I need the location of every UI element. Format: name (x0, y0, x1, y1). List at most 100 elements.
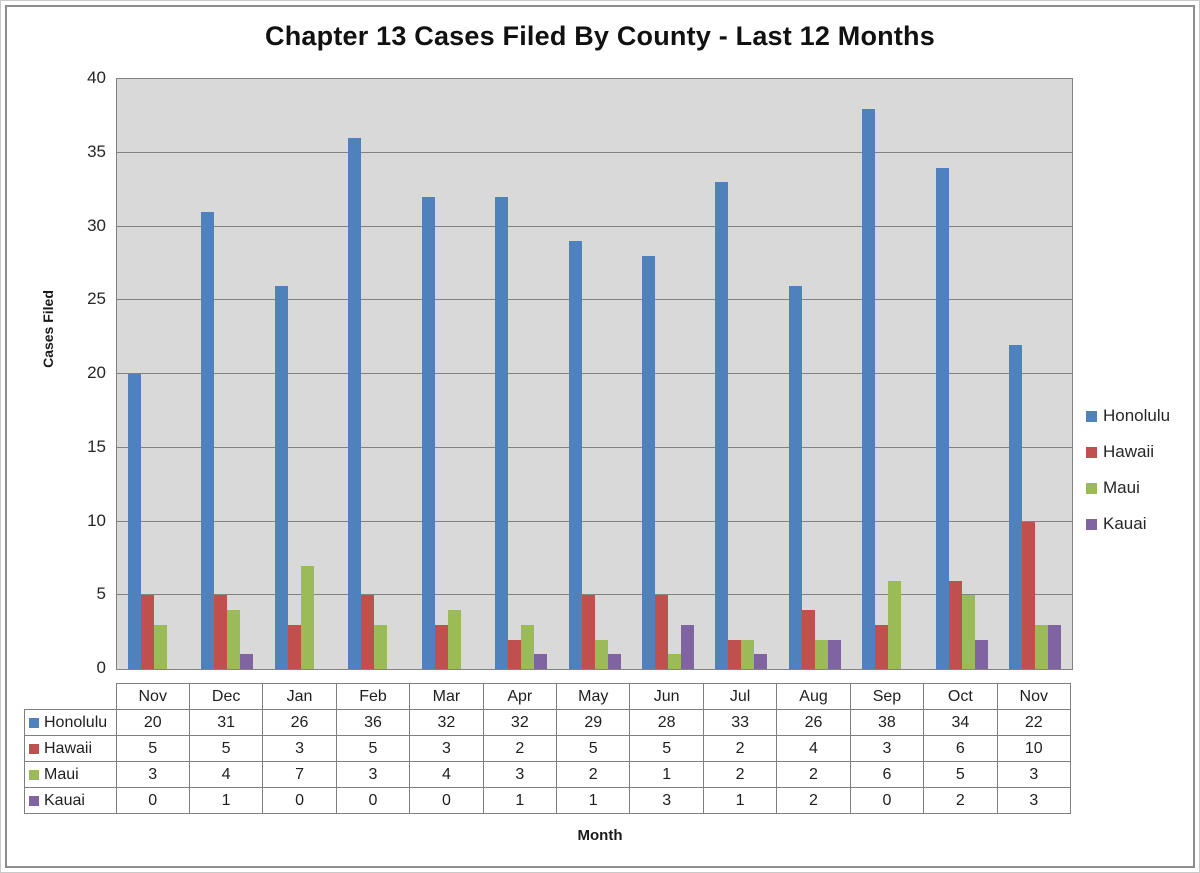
gridline (117, 299, 1072, 301)
bar-hawaii-0 (140, 595, 154, 669)
y-axis-tick-label: 35 (87, 141, 106, 161)
bar-cluster-jan-2 (264, 79, 337, 669)
bar-maui-11 (961, 595, 975, 669)
bar-cluster-jun-7 (631, 79, 704, 669)
table-row-header-hawaii: Hawaii (24, 735, 117, 762)
bar-honolulu-6 (568, 241, 582, 669)
table-month-header: Apr (482, 683, 558, 710)
legend-item-hawaii: Hawaii (1086, 441, 1170, 463)
bar-honolulu-5 (495, 197, 509, 669)
bar-maui-8 (741, 639, 755, 669)
series-swatch-icon (29, 743, 39, 754)
bar-kauai-9 (827, 639, 841, 669)
bar-honolulu-0 (127, 374, 141, 669)
bar-hawaii-1 (214, 595, 228, 669)
table-month-header: Sep (849, 683, 925, 710)
table-corner-cell (24, 683, 116, 710)
y-axis-tick-label: 0 (96, 658, 106, 677)
table-value-cell: 22 (996, 709, 1072, 736)
table-row-kauai: Kauai 0 1 0 0 0 1 1 3 1 2 0 2 3 (24, 787, 1072, 814)
table-month-header: Nov (115, 683, 190, 710)
table-value-cell: 26 (262, 709, 337, 736)
table-value-cell: 5 (115, 735, 190, 762)
table-value-cell: 6 (923, 735, 998, 762)
gridlines (117, 79, 1072, 669)
table-row-honolulu: Honolulu 20 31 26 36 32 32 29 28 33 26 38 34 22 (24, 709, 1072, 736)
table-value-cell: 32 (482, 709, 558, 736)
series-swatch-icon (29, 795, 39, 806)
chart-title: Chapter 13 Cases Filed By County - Last … (265, 21, 935, 51)
table-month-header: Feb (335, 683, 411, 710)
bar-kauai-12 (1048, 624, 1062, 669)
y-axis-tick-label: 10 (87, 510, 106, 530)
bar-maui-10 (888, 580, 902, 669)
bar-honolulu-4 (421, 197, 435, 669)
bar-cluster-may-6 (558, 79, 631, 669)
y-axis-tick-label: 5 (96, 584, 106, 604)
legend-label: Maui (1103, 478, 1140, 497)
table-value-cell: 3 (996, 761, 1072, 788)
bar-maui-12 (1035, 624, 1049, 669)
table-value-cell: 4 (776, 735, 851, 762)
plot-area (116, 78, 1073, 670)
bar-kauai-8 (754, 654, 768, 669)
table-value-cell: 31 (188, 709, 264, 736)
legend-label: Kauai (1103, 514, 1147, 533)
gridline (117, 594, 1072, 596)
legend-item-kauai: Kauai (1086, 513, 1170, 535)
bar-cluster-nov-12 (999, 79, 1072, 669)
table-value-cell: 0 (262, 787, 337, 814)
bar-cluster-feb-3 (337, 79, 410, 669)
bar-hawaii-9 (801, 610, 815, 669)
y-axis-tick-label: 30 (87, 215, 106, 235)
gridline (117, 446, 1072, 448)
table-value-cell: 3 (262, 735, 337, 762)
bar-hawaii-12 (1022, 521, 1036, 669)
bar-hawaii-11 (948, 580, 962, 669)
table-value-cell: 5 (188, 735, 264, 762)
table-value-cell: 33 (702, 709, 778, 736)
bar-cluster-nov-0 (117, 79, 190, 669)
table-value-cell: 2 (702, 735, 778, 762)
bar-maui-6 (594, 639, 608, 669)
series-swatch-icon (29, 769, 39, 780)
table-value-cell: 34 (923, 709, 998, 736)
bar-maui-1 (227, 610, 241, 669)
bar-kauai-7 (681, 624, 695, 669)
table-month-header: May (556, 683, 631, 710)
bar-kauai-5 (534, 654, 548, 669)
bar-honolulu-8 (715, 182, 729, 669)
bar-hawaii-3 (361, 595, 375, 669)
table-month-header: Nov (996, 683, 1072, 710)
table-value-cell: 28 (629, 709, 704, 736)
table-value-cell: 1 (702, 787, 778, 814)
table-value-cell: 2 (702, 761, 778, 788)
table-value-cell: 0 (409, 787, 484, 814)
gridline (117, 225, 1072, 227)
gridline (117, 520, 1072, 522)
table-value-cell: 32 (409, 709, 484, 736)
series-swatch-icon (29, 717, 39, 728)
table-value-cell: 10 (996, 735, 1072, 762)
table-value-cell: 2 (923, 787, 998, 814)
bar-cluster-apr-5 (484, 79, 557, 669)
table-value-cell: 0 (849, 787, 925, 814)
table-row-hawaii: Hawaii 5 5 3 5 3 2 5 5 2 4 3 6 10 (24, 735, 1072, 762)
bar-honolulu-10 (862, 108, 876, 669)
bar-cluster-dec-1 (190, 79, 263, 669)
legend: Honolulu Hawaii Maui Kauai (1086, 405, 1170, 549)
bar-clusters (117, 79, 1072, 669)
bar-hawaii-6 (581, 595, 595, 669)
legend-label: Hawaii (1103, 442, 1155, 461)
bar-honolulu-3 (348, 138, 362, 669)
bar-honolulu-2 (274, 285, 288, 669)
table-value-cell: 6 (849, 761, 925, 788)
bar-cluster-mar-4 (411, 79, 484, 669)
gridline (117, 151, 1072, 153)
table-value-cell: 2 (776, 761, 851, 788)
table-value-cell: 0 (335, 787, 411, 814)
table-row-header-maui: Maui (24, 761, 117, 788)
y-axis-tick-label: 20 (87, 363, 106, 382)
x-axis-title: Month (577, 827, 623, 844)
table-value-cell: 3 (629, 787, 704, 814)
